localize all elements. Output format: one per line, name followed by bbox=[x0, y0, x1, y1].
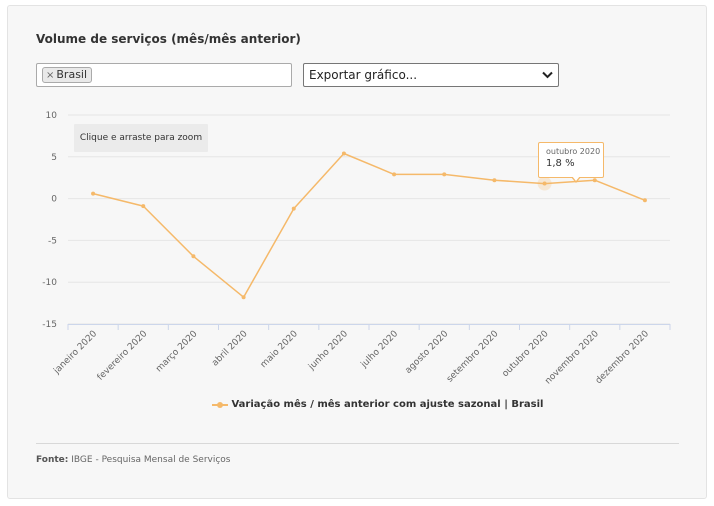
x-tick-label: janeiro 2020 bbox=[51, 329, 99, 377]
filter-chip-brasil[interactable]: × Brasil bbox=[42, 67, 93, 83]
data-point bbox=[592, 178, 597, 183]
x-tick-label: outubro 2020 bbox=[501, 329, 551, 379]
y-tick-label: 0 bbox=[51, 195, 57, 205]
chart-title: Volume de serviços (mês/mês anterior) bbox=[36, 32, 301, 46]
data-point bbox=[542, 181, 547, 186]
data-point bbox=[191, 254, 196, 259]
x-tick-label: fevereiro 2020 bbox=[96, 329, 150, 383]
source-note: Fonte: IBGE - Pesquisa Mensal de Serviço… bbox=[36, 455, 230, 465]
export-select-label: Exportar gráfico... bbox=[309, 68, 418, 82]
legend-marker-icon bbox=[212, 399, 228, 409]
tooltip-arrow-inner bbox=[572, 176, 580, 181]
data-point bbox=[241, 295, 246, 300]
data-point bbox=[91, 191, 96, 196]
y-tick-label: 5 bbox=[51, 153, 57, 163]
source-label: Fonte: bbox=[36, 455, 69, 465]
x-tick-label: março 2020 bbox=[154, 329, 199, 374]
x-tick-label: julho 2020 bbox=[359, 329, 401, 371]
x-tick-label: novembro 2020 bbox=[543, 329, 601, 387]
divider bbox=[36, 443, 679, 444]
y-tick-label: 10 bbox=[46, 111, 58, 121]
series-line bbox=[92, 152, 646, 298]
x-tick-label: dezembro 2020 bbox=[594, 329, 651, 386]
x-tick-label: setembro 2020 bbox=[445, 329, 501, 385]
data-tooltip: outubro 2020 1,8 % bbox=[538, 142, 604, 178]
x-tick-label: junho 2020 bbox=[306, 329, 350, 373]
data-point bbox=[341, 151, 346, 156]
chart-panel bbox=[7, 5, 707, 499]
x-tick-label: agosto 2020 bbox=[404, 329, 451, 376]
y-tick-label: -10 bbox=[42, 278, 57, 288]
chart-legend[interactable]: Variação mês / mês anterior com ajuste s… bbox=[212, 399, 543, 413]
y-tick-label: -5 bbox=[48, 236, 57, 246]
zoom-hint: Clique e arraste para zoom bbox=[74, 124, 208, 152]
chip-remove-icon[interactable]: × bbox=[46, 70, 55, 81]
data-point bbox=[291, 206, 296, 211]
data-point bbox=[442, 172, 447, 177]
y-tick-label: -15 bbox=[42, 320, 57, 330]
data-point bbox=[642, 198, 647, 203]
chevron-down-icon bbox=[542, 71, 553, 79]
tooltip-date: outubro 2020 bbox=[546, 147, 601, 156]
data-point bbox=[492, 178, 497, 183]
source-text: IBGE - Pesquisa Mensal de Serviços bbox=[71, 455, 231, 465]
data-point bbox=[392, 172, 397, 177]
data-point bbox=[141, 204, 146, 209]
filter-chip-label: Brasil bbox=[56, 68, 88, 81]
export-chart-select[interactable]: Exportar gráfico... bbox=[303, 63, 559, 87]
legend-label: Variação mês / mês anterior com ajuste s… bbox=[231, 399, 544, 410]
region-filter-input[interactable]: × Brasil bbox=[36, 63, 292, 87]
x-tick-label: maio 2020 bbox=[259, 329, 300, 370]
x-tick-label: abril 2020 bbox=[210, 329, 250, 369]
tooltip-value: 1,8 % bbox=[546, 158, 575, 169]
